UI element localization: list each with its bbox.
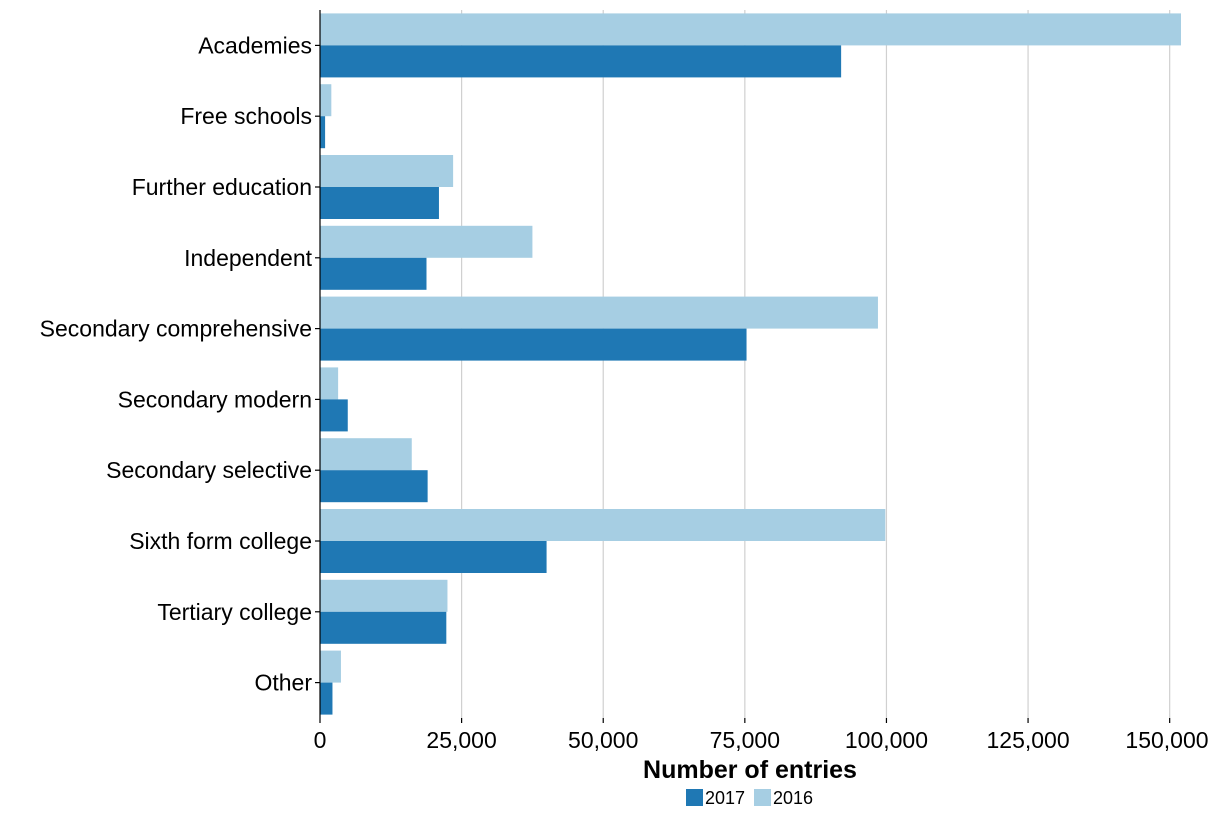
category-label-1: Free schools: [180, 103, 312, 129]
bar-2016-6: [320, 438, 412, 471]
legend: 2017 2016: [686, 788, 813, 808]
category-label-3: Independent: [184, 245, 313, 271]
bar-2016-3: [320, 225, 533, 258]
axes: [315, 10, 1171, 723]
bar-2017-1: [320, 116, 326, 149]
bar-2016-2: [320, 155, 454, 187]
category-label-6: Secondary selective: [106, 457, 312, 483]
bar-2017-4: [320, 328, 747, 361]
bar-2017-3: [320, 257, 427, 290]
bar-2017-8: [320, 611, 447, 644]
category-labels: Academies Free schools Further education In…: [40, 32, 313, 695]
bar-2016-0: [320, 13, 1181, 46]
legend-swatch-2017: [686, 789, 703, 806]
category-label-0: Academies: [198, 32, 312, 58]
bar-2017-5: [320, 399, 348, 432]
bar-2016-7: [320, 509, 886, 541]
category-label-8: Tertiary college: [157, 599, 312, 625]
category-label-7: Sixth form college: [129, 528, 312, 554]
legend-label-2017: 2017: [705, 788, 745, 808]
category-label-5: Secondary modern: [118, 386, 312, 412]
bar-2017-9: [320, 682, 333, 715]
x-tick-label-5: 125,000: [986, 727, 1069, 753]
bar-2016-9: [320, 650, 341, 683]
bar-2016-5: [320, 367, 339, 400]
bar-2016-8: [320, 579, 448, 612]
bars: [320, 13, 1181, 715]
gridlines: [461, 10, 1171, 718]
x-tick-label-3: 75,000: [710, 727, 780, 753]
category-label-2: Further education: [132, 174, 312, 200]
x-tick-label-2: 50,000: [568, 727, 638, 753]
x-axis-title: Number of entries: [643, 756, 857, 784]
category-label-4: Secondary comprehensive: [40, 316, 312, 342]
legend-label-2016: 2016: [773, 788, 813, 808]
category-label-9: Other: [254, 670, 312, 696]
legend-swatch-2016: [754, 789, 771, 806]
bar-2016-1: [320, 84, 332, 117]
bar-2017-2: [320, 187, 439, 219]
x-tick-labels: 0 25,000 50,000 75,000 100,000 125,000 150,000: [314, 727, 1209, 753]
x-tick-label-1: 25,000: [426, 727, 496, 753]
x-tick-label-0: 0: [314, 727, 327, 753]
bar-2017-7: [320, 541, 547, 573]
bar-2017-6: [320, 470, 428, 503]
bar-2016-4: [320, 296, 878, 329]
bar-2017-0: [320, 45, 842, 78]
x-tick-label-4: 100,000: [845, 727, 928, 753]
x-tick-label-6: 150,000: [1125, 727, 1208, 753]
